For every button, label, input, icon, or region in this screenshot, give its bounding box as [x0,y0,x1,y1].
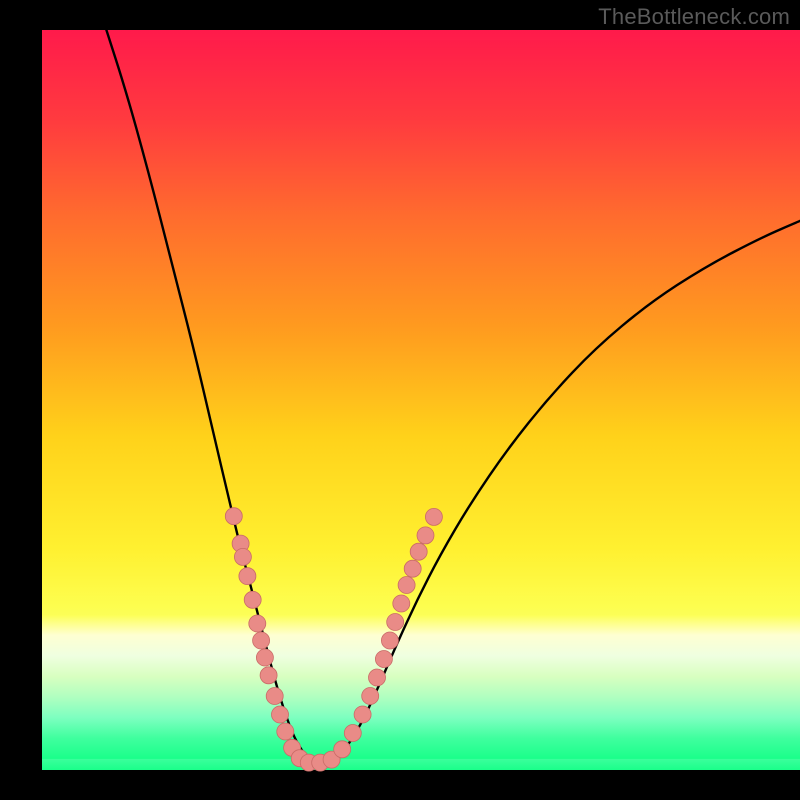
data-marker [277,723,294,740]
data-marker [375,651,392,668]
data-marker [381,632,398,649]
data-marker [244,591,261,608]
bottom-band [42,615,800,759]
chart-frame: TheBottleneck.com [0,0,800,800]
data-marker [249,615,266,632]
data-marker [393,595,410,612]
data-marker [260,667,277,684]
data-marker [272,706,289,723]
data-marker [404,560,421,577]
data-marker [354,706,371,723]
data-marker [344,725,361,742]
chart-svg [0,0,800,800]
data-marker [369,669,386,686]
data-marker [239,568,256,585]
data-marker [398,577,415,594]
data-marker [334,741,351,758]
data-marker [234,548,251,565]
data-marker [387,614,404,631]
data-marker [362,688,379,705]
data-marker [410,543,427,560]
data-marker [256,649,273,666]
data-marker [417,527,434,544]
data-marker [253,632,270,649]
watermark-text: TheBottleneck.com [598,4,790,30]
data-marker [266,688,283,705]
data-marker [225,508,242,525]
data-marker [425,508,442,525]
